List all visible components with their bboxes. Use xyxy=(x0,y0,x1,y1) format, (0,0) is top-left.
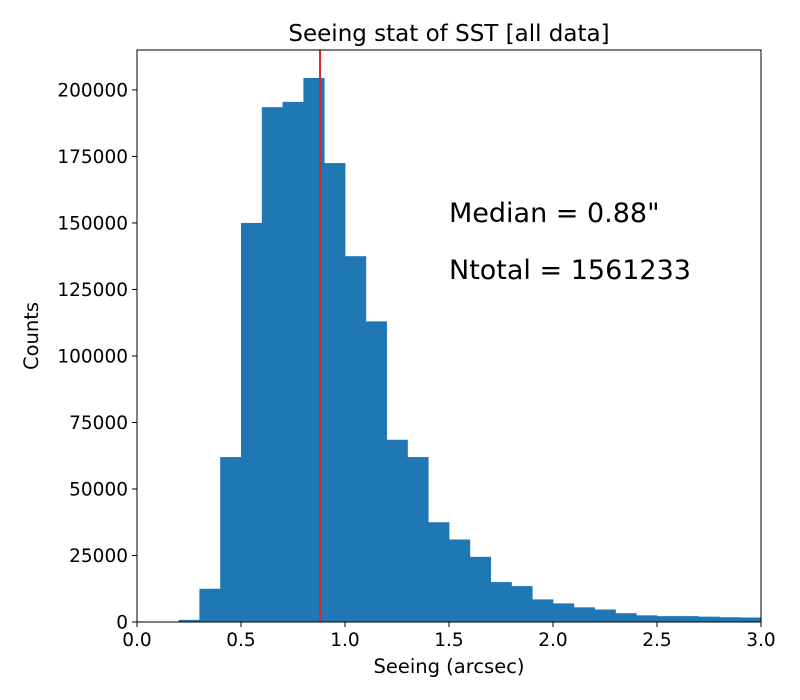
histogram-bar-17 xyxy=(532,599,554,622)
x-axis-label: Seeing (arcsec) xyxy=(373,655,524,678)
histogram-bar-25 xyxy=(698,616,720,622)
y-tick-label: 200000 xyxy=(57,80,128,101)
x-tick-label: 1.5 xyxy=(434,630,463,651)
histogram-bar-2 xyxy=(220,457,242,622)
y-axis-label: Counts xyxy=(20,302,43,370)
histogram-bar-0 xyxy=(178,619,200,622)
x-tick-label: 2.5 xyxy=(642,630,671,651)
histogram-bar-10 xyxy=(386,439,408,622)
median-annotation: Median = 0.88" xyxy=(449,198,660,229)
y-tick-label: 100000 xyxy=(57,346,128,367)
histogram-bar-27 xyxy=(740,617,762,622)
histogram-bar-14 xyxy=(469,556,491,622)
histogram-bar-13 xyxy=(449,539,471,622)
x-tick-label: 1.0 xyxy=(330,630,359,651)
histogram-bar-19 xyxy=(573,607,595,622)
x-tick-label: 0.0 xyxy=(122,630,151,651)
histogram-bars xyxy=(178,77,762,623)
histogram-bar-12 xyxy=(428,522,450,622)
histogram-bar-1 xyxy=(199,588,221,622)
histogram-bar-5 xyxy=(282,101,304,622)
histogram-bar-9 xyxy=(365,321,387,622)
histogram-bar-3 xyxy=(241,222,263,622)
y-tick-label: 50000 xyxy=(69,479,128,500)
ntotal-annotation: Ntotal = 1561233 xyxy=(449,255,691,286)
x-tick-label: 0.5 xyxy=(226,630,255,651)
histogram-bar-6 xyxy=(303,77,325,623)
x-tick-label: 2.0 xyxy=(538,630,567,651)
y-tick-label: 150000 xyxy=(57,213,128,234)
y-tick-label: 75000 xyxy=(69,413,128,434)
histogram-bar-15 xyxy=(490,582,512,622)
histogram-bar-8 xyxy=(345,256,367,622)
histogram-bar-7 xyxy=(324,163,346,622)
histogram-bar-22 xyxy=(636,615,658,622)
y-tick-label: 175000 xyxy=(57,147,128,168)
histogram-bar-11 xyxy=(407,457,429,622)
x-axis-ticks: 0.0 0.5 1.0 1.5 2.0 2.5 3.0 xyxy=(122,622,776,651)
x-tick-label: 3.0 xyxy=(746,630,775,651)
y-tick-label: 0 xyxy=(116,613,128,634)
histogram-bar-18 xyxy=(553,603,575,622)
histogram-bar-20 xyxy=(594,609,616,622)
histogram-bar-4 xyxy=(261,107,283,622)
histogram-bar-26 xyxy=(719,617,741,622)
y-axis-ticks: 0 25000 50000 75000 100000 125000 150000 175000… xyxy=(57,80,137,634)
histogram-bar-24 xyxy=(677,616,699,622)
histogram-bar-21 xyxy=(615,613,637,622)
histogram-bar-23 xyxy=(657,616,679,622)
histogram-bar-16 xyxy=(511,586,533,622)
chart-title: Seeing stat of SST [all data] xyxy=(288,21,609,47)
y-tick-label: 25000 xyxy=(69,546,128,567)
y-tick-label: 125000 xyxy=(57,280,128,301)
